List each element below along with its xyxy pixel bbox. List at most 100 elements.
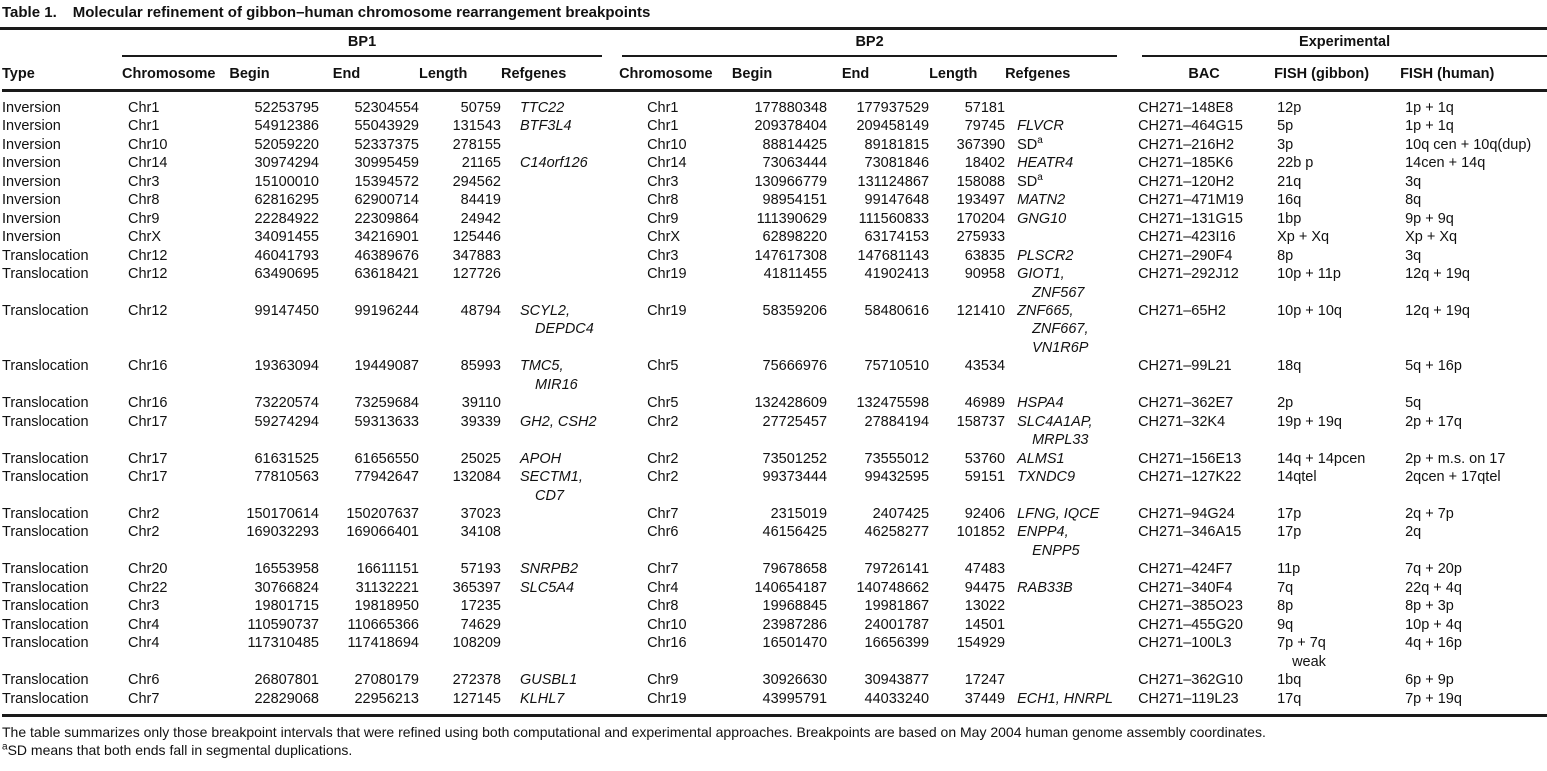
cell-type: Translocation [2, 266, 89, 283]
cell-bp1-begin: 150170614 [246, 505, 319, 522]
cell-type: Translocation [2, 579, 89, 596]
cell-fish-gibbon: 2p [1277, 395, 1294, 412]
cell-fish-human: 2p + m.s. on 17 [1405, 450, 1506, 467]
cell-bp1-length: 74629 [460, 616, 501, 633]
footnote: The table summarizes only those breakpoi… [2, 723, 1266, 740]
cell-type: Inversion [2, 229, 61, 246]
cell-fish-human: 5q + 16p [1405, 358, 1462, 375]
cell-bp1-chromosome: Chr4 [128, 616, 160, 633]
cell-fish-human: 10p + 4q [1405, 616, 1462, 633]
cell-bp2-chromosome: ChrX [647, 229, 681, 246]
cell-bac: CH271–94G24 [1138, 505, 1235, 522]
col-header-bp1-length: Length [419, 57, 501, 92]
cell-bp2-begin: 88814425 [762, 136, 828, 153]
col-header-fish-gibbon: FISH (gibbon) [1274, 57, 1401, 92]
cell-bp2-end: 75710510 [864, 358, 930, 375]
cell-bac: CH271–148E8 [1138, 100, 1234, 116]
cell-bp1-begin: 22829068 [254, 690, 319, 707]
cell-bp2-chromosome: Chr6 [647, 524, 679, 541]
cell-fish-human: 22q + 4q [1405, 579, 1462, 596]
cell-bp2-refgenes: ECH1, HNRPL [1017, 690, 1113, 707]
cell-bp2-end: 140748662 [856, 579, 930, 596]
cell-bac: CH271–100L3 [1138, 635, 1232, 652]
cell-fish-gibbon: 10p + 11p [1277, 266, 1341, 283]
table-row: Translocation Chr12 63490695 63618421 127726… [2, 265, 1547, 302]
cell-bp1-end: 99196244 [354, 302, 419, 319]
cell-bp2-begin: 46156425 [762, 524, 828, 541]
cell-bp1-end: 150207637 [346, 505, 419, 522]
cell-bp2-refgenes: LFNG, IQCE [1017, 505, 1100, 522]
cell-bp1-begin: 169032293 [246, 524, 319, 541]
cell-bp2-refgenes: PLSCR2 [1017, 247, 1074, 264]
cell-bp1-length: 132084 [452, 469, 501, 486]
cell-bp2-end: 41902413 [864, 266, 930, 283]
col-header-bp1-chromosome: Chromosome [122, 57, 225, 92]
cell-fish-human: 1p + 1q [1405, 118, 1454, 135]
cell-fish-human: 1p + 1q [1405, 100, 1454, 116]
cell-type: Translocation [2, 469, 89, 486]
cell-bp2-refgenes: RAB33B [1017, 579, 1073, 596]
cell-fish-gibbon: 17q [1277, 690, 1302, 707]
cell-bp2-refgenes: GIOT1, ZNF567 [1017, 266, 1085, 301]
cell-bp2-chromosome: Chr1 [647, 100, 679, 116]
cell-bp2-refgenes: SDa [1017, 135, 1043, 153]
cell-bp1-refgenes: APOH [520, 450, 562, 467]
cell-bp2-begin: 132428609 [754, 395, 828, 412]
cell-bp1-begin: 52253795 [254, 100, 319, 116]
cell-bp1-begin: 59274294 [254, 413, 319, 430]
cell-fish-human: 10q cen + 10q(dup) [1405, 136, 1532, 153]
cell-bac: CH271–131G15 [1138, 210, 1243, 227]
cell-bp1-end: 169066401 [346, 524, 419, 541]
cell-fish-gibbon: 9q [1277, 616, 1294, 633]
cell-bp2-chromosome: Chr1 [647, 118, 679, 135]
cell-bp2-length: 170204 [956, 210, 1006, 227]
cell-bac: CH271–120H2 [1138, 173, 1235, 190]
cell-type: Translocation [2, 598, 89, 615]
cell-bac: CH271–185K6 [1138, 155, 1234, 172]
cell-bp2-begin: 147617308 [754, 247, 828, 264]
cell-bp1-refgenes: KLHL7 [520, 690, 565, 707]
cell-fish-human: 8q [1405, 192, 1422, 209]
cell-type: Translocation [2, 302, 89, 319]
cell-bp2-length: 14501 [964, 616, 1006, 633]
cell-bp2-length: 37449 [964, 690, 1006, 707]
cell-bp1-refgenes [501, 191, 619, 209]
table-row: Translocation Chr22 30766824 31132221 365397… [2, 579, 1547, 597]
cell-bp2-chromosome: Chr19 [647, 266, 687, 283]
table-row: Translocation Chr16 19363094 19449087 85993 T… [2, 357, 1547, 394]
cell-fish-human: 8p + 3p [1405, 598, 1454, 615]
cell-fish-human: 2q [1405, 524, 1422, 541]
cell-bp2-length: 158088 [956, 173, 1006, 190]
table-row: Translocation Chr17 77810563 77942647 132084… [2, 468, 1547, 505]
cell-bp1-end: 77942647 [354, 469, 419, 486]
cell-bp2-end: 131124867 [857, 173, 930, 190]
cell-type: Translocation [2, 395, 89, 412]
cell-bp2-chromosome: Chr19 [647, 690, 687, 707]
cell-bp2-end: 73555012 [864, 450, 930, 467]
cell-bac: CH271–32K4 [1138, 413, 1226, 430]
cell-fish-human: 14cen + 14q [1405, 155, 1486, 172]
cell-bp1-end: 59313633 [354, 413, 419, 430]
cell-bp1-length: 84419 [460, 192, 501, 209]
table-row: Translocation Chr12 46041793 46389676 347883… [2, 247, 1547, 265]
cell-bp2-length: 17247 [964, 672, 1006, 689]
cell-bp1-begin: 15100010 [254, 173, 319, 190]
cell-bp1-chromosome: Chr12 [128, 266, 168, 283]
table-row: Translocation Chr6 26807801 27080179 272378 G… [2, 671, 1547, 689]
col-header-bp1-end: End [319, 57, 419, 92]
cell-bp2-refgenes: HEATR4 [1017, 155, 1074, 172]
cell-bp2-length: 46989 [964, 395, 1006, 412]
cell-bp1-refgenes [501, 247, 619, 265]
cell-bp1-refgenes: SCYL2, DEPDC4 [520, 302, 594, 338]
cell-bp2-length: 18402 [964, 155, 1006, 172]
cell-bp1-length: 365397 [452, 579, 501, 596]
cell-fish-human: 5q [1405, 395, 1422, 412]
col-header-type: Type [2, 57, 122, 92]
cell-bp2-end: 209458149 [856, 118, 930, 135]
cell-bp1-begin: 16553958 [254, 561, 319, 578]
col-header-bp2-end: End [827, 57, 930, 92]
cell-bp2-chromosome: Chr19 [647, 302, 687, 319]
cell-bp1-length: 25025 [460, 450, 501, 467]
cell-fish-gibbon: 8p [1277, 598, 1294, 615]
cell-fish-human: 12q + 19q [1405, 266, 1470, 283]
